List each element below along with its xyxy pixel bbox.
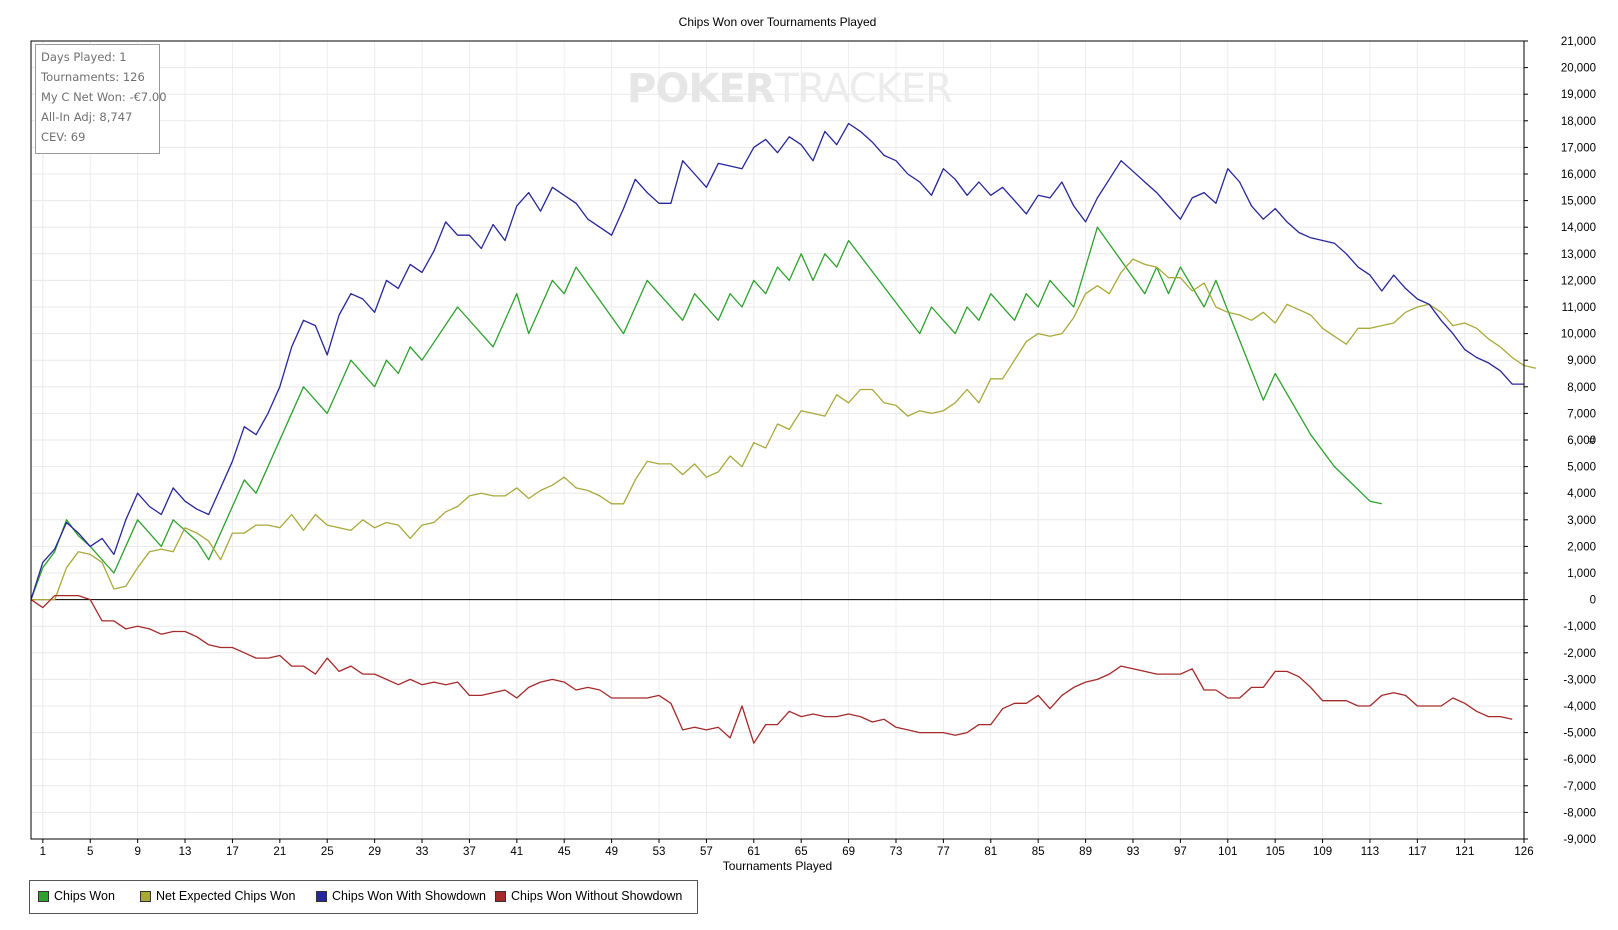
watermark-bold: POKER (627, 66, 775, 112)
y-tick-label: 15,000 (1561, 196, 1596, 208)
x-tick-label: 65 (795, 846, 808, 858)
x-tick-label: 29 (368, 846, 381, 858)
series-line-chips-won-with-showdown (30, 122, 1524, 600)
x-tick-label: 25 (321, 846, 334, 858)
x-tick-label: 69 (842, 846, 855, 858)
series-line-chips-won-without-showdown (30, 594, 1513, 744)
legend-label: Net Expected Chips Won (156, 889, 296, 903)
x-tick-label: 77 (937, 846, 950, 858)
watermark-light: TRACKER (774, 66, 952, 112)
y-tick-label: 12,000 (1561, 275, 1596, 287)
y-axis-label: # (1589, 435, 1596, 447)
stat-days-played: Days Played: 1 (41, 50, 127, 64)
y-tick-label: 11,000 (1562, 302, 1596, 314)
series-line-net-expected-chips-won (31, 258, 1536, 601)
x-tick-label: 33 (416, 846, 429, 858)
x-tick-label: 61 (747, 846, 760, 858)
x-tick-label: 89 (1079, 846, 1092, 858)
x-tick-label: 85 (1032, 846, 1045, 858)
y-tick-label: 3,000 (1567, 515, 1596, 527)
y-tick-label: -9,000 (1563, 834, 1596, 846)
pokertracker-watermark: POKERTRACKER (627, 66, 953, 112)
legend-label: Chips Won (54, 889, 115, 903)
y-tick-label: 4,000 (1567, 488, 1596, 500)
stats-box: Days Played: 1 Tournaments: 126 My C Net… (35, 44, 167, 154)
legend-label: Chips Won With Showdown (332, 889, 487, 903)
y-tick-label: -6,000 (1563, 754, 1596, 766)
y-tick-label: 6,000 (1567, 435, 1596, 447)
x-tick-label: 105 (1266, 846, 1285, 858)
y-tick-label: 19,000 (1561, 89, 1596, 101)
y-tick-label: -2,000 (1563, 648, 1596, 660)
y-tick-label: 16,000 (1561, 169, 1596, 181)
stat-tournaments: Tournaments: 126 (41, 70, 145, 84)
x-tick-label: 101 (1218, 846, 1237, 858)
legend-swatch (495, 890, 506, 902)
y-tick-label: 1,000 (1567, 568, 1596, 580)
stat-all-in-adj: All-In Adj: 8,747 (41, 110, 133, 124)
legend-item-net-expected-chips-won[interactable]: Net Expected Chips Won (140, 889, 295, 903)
series-layer (30, 122, 1536, 744)
chart-title: Chips Won over Tournaments Played (679, 15, 877, 29)
x-tick-label: 21 (273, 846, 286, 858)
x-tick-label: 37 (463, 846, 476, 858)
grid-layer (31, 40, 1525, 840)
y-tick-label: -3,000 (1563, 674, 1596, 686)
series-line-chips-won (30, 226, 1382, 600)
stat-cev: CEV: 69 (41, 130, 86, 144)
x-tick-label: 1 (40, 846, 46, 858)
x-axis: 1 5 9 13 17 21 25 29 33 37 41 45 49 53 57 61 65 69 73 77 81 8… (40, 839, 1534, 858)
y-tick-label: 13,000 (1561, 249, 1596, 261)
x-tick-label: 41 (510, 846, 523, 858)
y-tick-label: -4,000 (1563, 701, 1596, 713)
x-axis-label: Tournaments Played (723, 859, 832, 873)
x-tick-label: 5 (87, 846, 93, 858)
y-tick-label: 9,000 (1567, 355, 1596, 367)
y-tick-label: 2,000 (1567, 541, 1596, 553)
y-tick-label: -8,000 (1563, 807, 1596, 819)
x-tick-label: 97 (1174, 846, 1187, 858)
y-tick-label: 20,000 (1561, 63, 1596, 75)
x-tick-label: 109 (1313, 846, 1332, 858)
y-tick-label: 7,000 (1567, 408, 1596, 420)
x-tick-label: 73 (890, 846, 903, 858)
y-tick-label: 21,000 (1561, 36, 1596, 48)
x-tick-label: 126 (1514, 846, 1533, 858)
legend-swatch (316, 890, 327, 902)
y-axis: -9,000 -8,000 -7,000 -6,000 -5,000 -4,000 -3,0… (1524, 36, 1596, 846)
legend-item-chips-won[interactable]: Chips Won (38, 889, 115, 903)
x-tick-label: 49 (605, 846, 618, 858)
x-tick-label: 117 (1408, 846, 1426, 858)
x-tick-label: 121 (1455, 846, 1474, 858)
y-tick-label: -7,000 (1563, 781, 1596, 793)
x-tick-label: 113 (1361, 846, 1379, 858)
legend-label: Chips Won Without Showdown (511, 889, 683, 903)
x-tick-label: 45 (558, 846, 571, 858)
y-tick-label: 14,000 (1561, 222, 1596, 234)
y-tick-label: 18,000 (1561, 116, 1596, 128)
y-tick-label: 17,000 (1561, 142, 1596, 154)
x-tick-label: 57 (700, 846, 713, 858)
legend: Chips Won Net Expected Chips Won Chips W… (29, 880, 698, 914)
legend-item-chips-won-without-showdown[interactable]: Chips Won Without Showdown (495, 889, 682, 903)
y-tick-label: 10,000 (1561, 329, 1596, 341)
x-tick-label: 17 (226, 846, 239, 858)
x-tick-label: 93 (1127, 846, 1140, 858)
legend-swatch (38, 890, 49, 902)
x-tick-label: 13 (179, 846, 192, 858)
legend-item-chips-won-with-showdown[interactable]: Chips Won With Showdown (316, 889, 486, 903)
x-tick-label: 9 (134, 846, 140, 858)
y-tick-label: 5,000 (1567, 462, 1596, 474)
y-tick-label: -5,000 (1563, 728, 1596, 740)
y-tick-label: -1,000 (1563, 621, 1596, 633)
x-tick-label: 81 (984, 846, 997, 858)
stat-net-won: My C Net Won: -€7.00 (41, 90, 167, 104)
legend-swatch (140, 890, 151, 902)
y-tick-label: 0 (1590, 595, 1596, 607)
x-tick-label: 53 (653, 846, 666, 858)
y-tick-label: 8,000 (1567, 382, 1596, 394)
